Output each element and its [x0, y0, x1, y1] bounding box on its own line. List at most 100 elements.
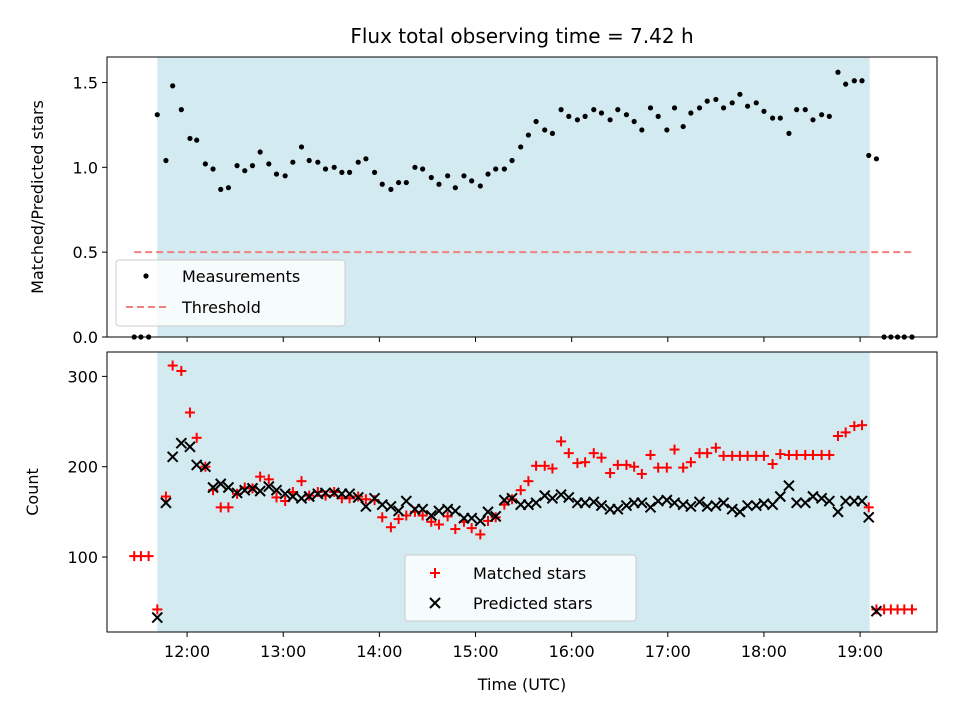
- matched-legend-label: Matched stars: [473, 564, 586, 583]
- matched-star-point: [377, 512, 388, 523]
- matched-star-point: [588, 448, 599, 459]
- predicted-star-point: [287, 490, 299, 503]
- measurement-point: [615, 107, 621, 113]
- matched-star-point: [857, 420, 868, 431]
- top-y-ticks: 0.0 0.5 1.0 1.5: [73, 73, 107, 347]
- measurement-point: [163, 157, 169, 164]
- matched-star-point: [160, 491, 171, 502]
- predicted-star-point: [166, 451, 179, 463]
- measurement-point: [558, 107, 564, 113]
- matched-star-point: [152, 604, 163, 615]
- predicted-star-point: [400, 495, 412, 507]
- bottom-y-tick-label: 300: [67, 367, 98, 386]
- measurement-point: [469, 178, 475, 184]
- measurement-point: [794, 107, 800, 113]
- measurement-point: [249, 163, 256, 169]
- predicted-star-point: [790, 497, 803, 509]
- measurement-point: [178, 107, 184, 113]
- x-axis-label: Time (UTC): [477, 675, 566, 694]
- bottom-y-ticks: 100 200 300: [67, 367, 107, 567]
- predicted-stars-layer: [151, 437, 883, 624]
- measurement-point: [225, 185, 232, 191]
- measurement-point: [187, 135, 193, 142]
- x-tick-label: 19:00: [837, 642, 883, 661]
- predicted-star-point: [823, 495, 836, 507]
- predicted-star-point: [530, 497, 542, 509]
- matched-star-point: [661, 462, 672, 473]
- predicted-star-point: [254, 485, 266, 497]
- matched-star-point: [612, 459, 623, 470]
- measurement-point: [542, 127, 548, 133]
- measurement-point: [866, 152, 872, 159]
- measurement-point: [445, 173, 451, 179]
- predicted-star-point: [392, 505, 405, 517]
- measurement-point: [647, 105, 654, 111]
- predicted-star-point: [343, 488, 356, 500]
- matched-star-point: [515, 485, 526, 496]
- matched-star-point: [360, 494, 371, 505]
- top-legend-box: [115, 259, 346, 327]
- matched-star-point: [263, 474, 274, 485]
- predicted-star-point: [231, 487, 243, 499]
- bottom-axes-frame: [106, 351, 938, 633]
- top-axes-frame: [106, 56, 938, 338]
- matched-star-point: [563, 448, 574, 459]
- bottom-y-axis-label: Count: [23, 468, 42, 516]
- chart-title: Flux total observing time = 7.42 h: [350, 24, 693, 48]
- measurement-point: [713, 96, 719, 103]
- matched-star-point: [767, 459, 778, 469]
- predicted-star-point: [184, 441, 196, 453]
- measurement-point: [322, 166, 329, 172]
- top-y-axis-label: Matched/Predicted stars: [28, 100, 47, 294]
- predicted-star-point: [807, 490, 819, 503]
- predicted-star-point: [303, 490, 315, 503]
- matched-star-point: [433, 519, 444, 530]
- matched-star-point: [191, 432, 202, 443]
- matched-star-point: [596, 452, 607, 463]
- measurement-point: [477, 183, 483, 189]
- predicted-star-point: [385, 500, 397, 513]
- measurement-point: [242, 168, 248, 174]
- measurement-point: [355, 159, 361, 165]
- measurement-point: [720, 105, 727, 111]
- measurement-point: [428, 174, 434, 181]
- matched-star-point: [450, 524, 461, 535]
- matched-star-point: [385, 522, 396, 533]
- measurement-point: [744, 103, 751, 109]
- measurement-point: [396, 179, 402, 186]
- measurement-point: [518, 144, 524, 150]
- matched-star-point: [167, 360, 178, 371]
- matched-star-point: [863, 502, 874, 513]
- matched-star-point: [907, 604, 918, 615]
- bottom-y-tick-label: 200: [67, 458, 98, 477]
- top-y-tick-label: 0.0: [73, 328, 98, 347]
- predicted-star-point: [474, 515, 487, 527]
- measurement-point: [202, 161, 208, 167]
- measurement-point: [802, 107, 808, 113]
- predicted-star-point: [279, 488, 291, 500]
- measurements-legend-label: Measurements: [182, 267, 300, 286]
- predicted-star-point: [449, 505, 462, 517]
- matched-star-point: [223, 502, 234, 513]
- matched-star-point: [531, 460, 542, 471]
- matched-star-point: [475, 529, 486, 540]
- top-y-tick-label: 0.5: [73, 243, 98, 262]
- predicted-star-point: [246, 482, 259, 495]
- predicted-star-point: [668, 497, 681, 509]
- measurement-point: [777, 115, 783, 121]
- measurement-point: [810, 117, 816, 123]
- matched-star-point: [758, 450, 769, 461]
- predicted-star-point: [620, 499, 633, 512]
- predicted-star-point: [416, 503, 429, 515]
- measurement-point: [769, 115, 776, 121]
- measurement-point: [696, 105, 703, 111]
- predicted-star-point: [222, 481, 235, 494]
- matched-star-point: [255, 471, 266, 482]
- measurement-point: [485, 171, 491, 177]
- predicted-star-point: [160, 497, 172, 509]
- measurement-point: [266, 161, 272, 167]
- measurement-point: [461, 173, 467, 179]
- matched-star-point: [296, 476, 307, 487]
- x-tick-label: 16:00: [549, 642, 595, 661]
- measurements-legend-marker: [143, 273, 149, 279]
